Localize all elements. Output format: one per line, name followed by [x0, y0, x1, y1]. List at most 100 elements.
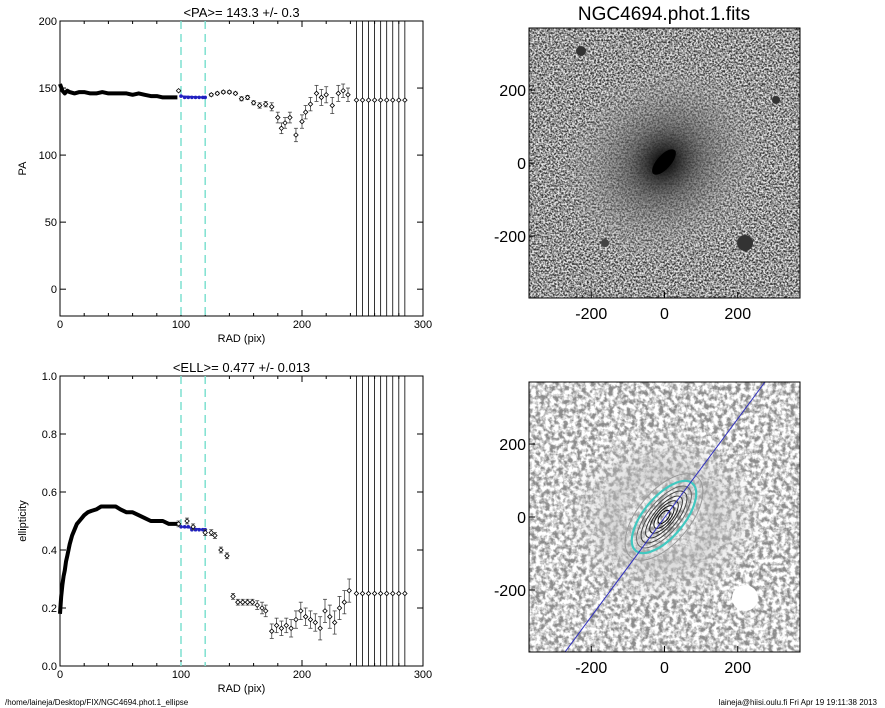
data-point: [383, 97, 390, 103]
plot-frame: [59, 20, 424, 317]
data-point: [202, 529, 208, 536]
data-point: [335, 90, 342, 97]
data-point: [175, 521, 182, 527]
image-x-tick-label: -200: [575, 306, 607, 323]
data-point: [323, 91, 329, 98]
data-point: [298, 608, 304, 614]
image-y-tick-label: 0: [517, 510, 526, 527]
data-point: [230, 593, 236, 600]
plot-frame: [59, 375, 424, 667]
image-y-tick-label: -200: [494, 583, 526, 600]
data-point: [307, 616, 314, 623]
image-x-tick-label: 0: [660, 660, 669, 677]
data-point: [322, 608, 328, 614]
x-tick-label: 300: [414, 669, 432, 681]
position-angle-line: [564, 382, 766, 652]
image-y-tick-label: -200: [494, 229, 526, 246]
data-point: [353, 590, 360, 597]
plot-title: <ELL>= 0.477 +/- 0.013: [173, 360, 310, 375]
data-point: [365, 97, 372, 103]
x-tick-label: 0: [57, 319, 63, 331]
data-point: [235, 599, 241, 605]
data-point: [218, 547, 224, 553]
isophote-ellipse: [636, 485, 692, 549]
y-tick-label: 1.0: [42, 371, 57, 383]
masked-region: [732, 585, 758, 611]
dense-data-curve: [58, 83, 178, 100]
data-point: [327, 613, 333, 620]
data-point: [220, 89, 227, 95]
galaxy-core: [652, 149, 676, 175]
x-tick-label: 100: [172, 669, 190, 681]
data-point: [371, 590, 378, 597]
image-x-tick-label: -200: [575, 660, 607, 677]
data-point: [268, 628, 275, 634]
data-point: [389, 590, 396, 597]
data-point: [278, 125, 285, 132]
data-point: [359, 97, 366, 103]
x-tick-label: 100: [172, 319, 190, 331]
footer-path: /home/laineja/Desktop/FIX/NGC4694.phot.1…: [5, 698, 189, 707]
data-point: [212, 532, 218, 539]
data-point: [288, 625, 294, 632]
x-tick-label: 0: [57, 669, 63, 681]
contour-image-panel: [528, 381, 801, 653]
data-point: [287, 114, 293, 121]
y-tick-label: 0.8: [42, 429, 57, 441]
isophote-ellipse: [645, 495, 683, 539]
plot-title: <PA>= 143.3 +/- 0.3: [183, 5, 299, 20]
data-point: [302, 109, 309, 115]
data-point: [331, 619, 338, 626]
isophote-ellipse: [640, 490, 688, 544]
galaxy-image-panel: [528, 27, 801, 299]
data-point: [184, 518, 190, 524]
data-point: [256, 102, 263, 109]
x-axis-label: RAD (pix): [218, 683, 266, 695]
image-y-tick-label: 0: [517, 156, 526, 173]
y-axis-label: PA: [17, 161, 29, 176]
isophote-ellipse: [630, 479, 698, 555]
data-point: [268, 104, 275, 110]
data-point: [312, 619, 319, 626]
data-point: [226, 89, 233, 95]
data-point: [383, 590, 390, 597]
image-title: NGC4694.phot.1.fits: [578, 4, 750, 25]
y-tick-label: 0.6: [42, 487, 57, 499]
isophote-ellipse: [624, 473, 704, 561]
data-point: [232, 90, 239, 97]
fit-mean-line: [180, 95, 206, 99]
x-tick-label: 300: [414, 319, 432, 331]
data-point: [262, 608, 269, 614]
data-point: [283, 622, 290, 629]
data-point: [402, 590, 408, 597]
image-y-tick-label: 200: [499, 83, 526, 100]
y-tick-label: 150: [39, 83, 57, 95]
y-tick-label: 0.2: [42, 603, 57, 615]
data-point: [244, 599, 251, 605]
y-tick-label: 100: [39, 150, 57, 162]
data-point: [299, 118, 305, 125]
data-point: [346, 587, 352, 594]
y-tick-label: 50: [45, 217, 57, 229]
data-point: [239, 599, 246, 605]
footer-user-date: laineja@hiisi.oulu.fi Fri Apr 19 19:11:3…: [718, 698, 877, 707]
companion-galaxy: [737, 235, 753, 251]
data-point: [208, 91, 215, 98]
data-point: [244, 94, 251, 101]
data-point: [377, 590, 384, 597]
contour-halo: [564, 427, 764, 607]
x-tick-label: 200: [293, 669, 311, 681]
image-x-tick-label: 0: [660, 306, 669, 323]
data-point: [282, 120, 288, 126]
data-point: [238, 96, 245, 102]
y-tick-label: 0.4: [42, 545, 57, 557]
ellipticity-plot: 0 100 200 300 0.0 0.2 0.4 0.6 0.8 1.0 RAD (pix) ell…: [17, 360, 432, 695]
data-point: [389, 97, 396, 103]
data-point: [365, 590, 372, 597]
data-point: [190, 524, 196, 530]
data-point: [341, 599, 348, 605]
y-tick-label: 200: [39, 16, 57, 28]
data-point: [313, 90, 320, 97]
data-point: [396, 97, 402, 103]
data-point: [293, 616, 299, 623]
